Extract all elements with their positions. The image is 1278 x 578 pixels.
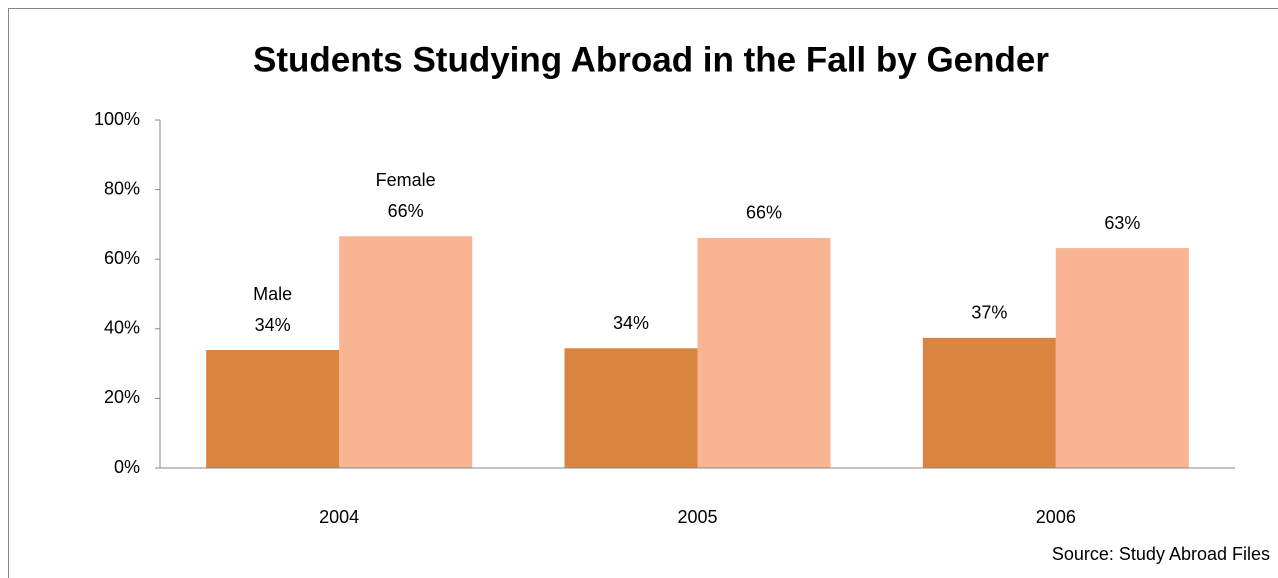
- chart-title: Students Studying Abroad in the Fall by …: [253, 40, 1049, 79]
- x-tick-label: 2005: [677, 507, 717, 527]
- data-label: 66%: [746, 203, 782, 223]
- bar: [339, 236, 473, 468]
- y-tick-label: 60%: [104, 248, 140, 268]
- y-tick-label: 40%: [104, 318, 140, 338]
- data-label: 66%: [388, 201, 424, 221]
- series-name-label: Female: [376, 170, 436, 190]
- data-label: 34%: [613, 313, 649, 333]
- x-tick-label: 2006: [1036, 507, 1076, 527]
- bar: [1055, 248, 1189, 468]
- series-name-label: Male: [253, 284, 292, 304]
- data-label: 63%: [1104, 213, 1140, 233]
- y-tick-label: 20%: [104, 387, 140, 407]
- bar: [697, 237, 831, 468]
- chart-frame: [8, 8, 1278, 578]
- bar: [206, 350, 340, 468]
- data-label: 37%: [971, 303, 1007, 323]
- source-note: Source: Study Abroad Files: [1052, 544, 1270, 564]
- bar: [564, 348, 698, 468]
- y-tick-label: 80%: [104, 178, 140, 198]
- bar: [922, 337, 1056, 468]
- y-tick-label: 0%: [114, 457, 140, 477]
- data-label: 34%: [255, 315, 291, 335]
- y-tick-label: 100%: [94, 109, 140, 129]
- x-tick-label: 2004: [319, 507, 359, 527]
